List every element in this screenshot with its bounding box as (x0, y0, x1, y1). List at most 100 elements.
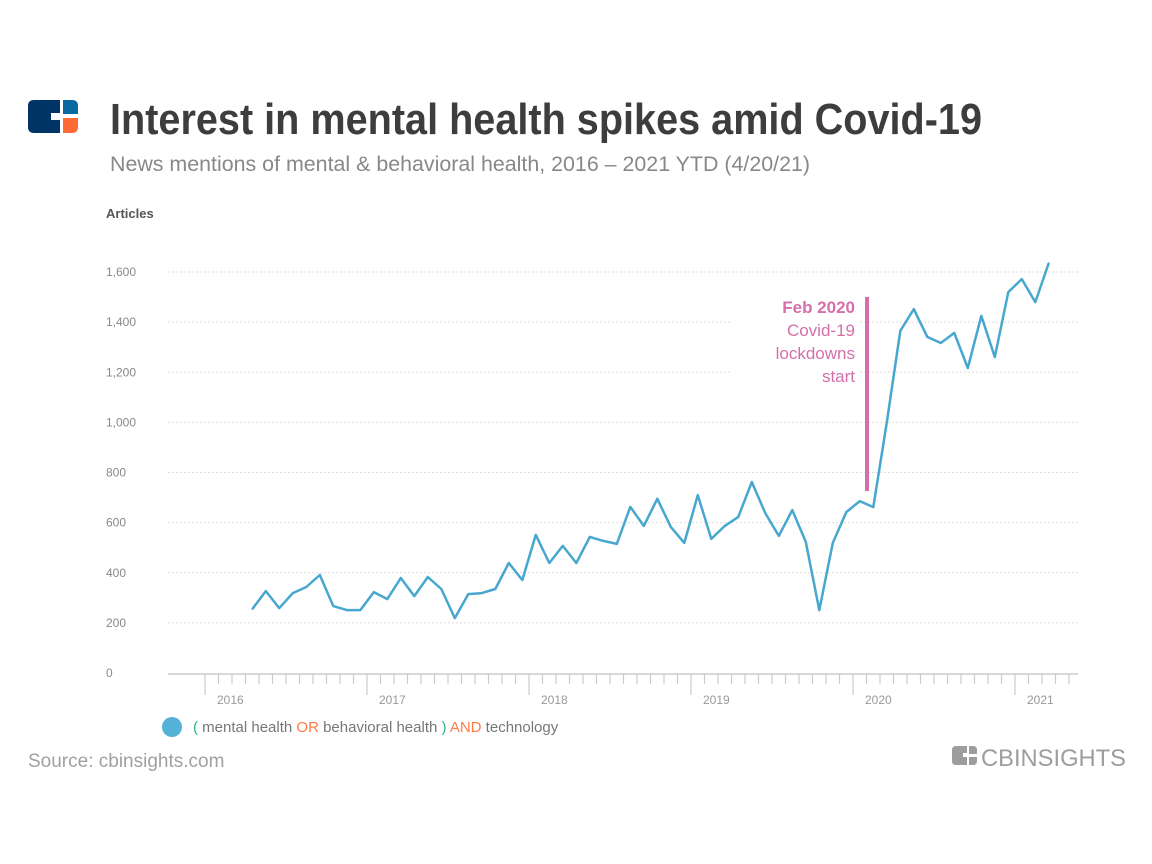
data-point-2016-08 (305, 586, 308, 588)
source-text: Source: cbinsights.com (28, 751, 224, 772)
annotation-feb-2020: Feb 2020 Covid-19 lockdowns start (730, 290, 869, 491)
data-point-2021-03 (1047, 262, 1050, 264)
data-point-2018-07 (615, 543, 618, 545)
data-point-2021-01 (1020, 278, 1023, 280)
chart-title: Interest in mental health spikes amid Co… (110, 95, 982, 144)
legend-paren-open: ( (193, 719, 198, 736)
legend-term-2: behavioral health (319, 719, 442, 736)
data-point-2019-10 (818, 609, 821, 611)
data-point-2017-12 (521, 579, 524, 581)
legend-paren-close: ) (442, 719, 447, 736)
data-point-2018-06 (602, 540, 605, 542)
data-point-2018-10 (656, 498, 659, 500)
data-point-2020-03 (885, 421, 888, 424)
data-point-2020-05 (912, 308, 915, 310)
data-point-2018-04 (575, 562, 578, 564)
data-point-2020-12 (1007, 291, 1010, 293)
legend-label[interactable]: ( mental health OR behavioral health ) A… (193, 719, 559, 736)
data-point-2018-01 (534, 534, 537, 536)
annotation-line-1: Covid-19 (787, 321, 855, 340)
y-tick-label: 0 (106, 666, 113, 680)
data-point-2017-09 (480, 592, 483, 594)
data-point-2016-04 (251, 608, 254, 610)
data-point-2020-04 (899, 330, 902, 332)
data-point-2017-03 (399, 577, 402, 579)
data-point-2018-12 (683, 542, 686, 544)
y-tick-label: 1,200 (106, 365, 136, 379)
x-tick-label: 2021 (1027, 693, 1054, 707)
data-point-2017-08 (467, 593, 470, 595)
legend-term-3: technology (482, 719, 559, 736)
y-tick-label: 1,400 (106, 315, 136, 329)
y-axis-ticks: 0 200 400 600 800 1,000 1,200 1,400 1,600 (106, 265, 136, 680)
x-tick-label: 2017 (379, 693, 406, 707)
x-tick-label: 2020 (865, 693, 892, 707)
data-point-2016-11 (345, 609, 348, 611)
cb-insights-mark-icon (952, 746, 977, 765)
y-tick-label: 400 (106, 566, 126, 580)
data-point-2020-11 (993, 356, 996, 358)
data-point-2019-05 (750, 481, 753, 483)
data-point-2016-07 (291, 592, 294, 594)
brand-wordmark: CBINSIGHTS (981, 745, 1126, 772)
data-point-2021-02 (1034, 301, 1037, 303)
data-point-2019-06 (764, 512, 767, 514)
data-point-2019-09 (804, 541, 807, 543)
data-point-2020-09 (966, 367, 969, 369)
annotation-line-3: start (822, 367, 855, 386)
y-axis-label: Articles (106, 206, 154, 221)
annotation-title: Feb 2020 (782, 298, 855, 317)
data-point-2018-02 (548, 562, 551, 564)
chart-subtitle: News mentions of mental & behavioral hea… (110, 153, 810, 176)
x-tick-label: 2016 (217, 693, 244, 707)
data-point-2016-12 (359, 609, 362, 611)
data-point-2016-10 (332, 605, 335, 607)
data-point-2016-05 (264, 590, 267, 592)
data-point-2018-11 (669, 526, 672, 528)
data-point-2017-05 (426, 576, 429, 578)
x-tick-label: 2019 (703, 693, 730, 707)
data-point-2016-06 (278, 607, 281, 609)
y-tick-label: 800 (106, 466, 126, 480)
data-point-2019-02 (710, 538, 713, 540)
annotation-line-2: lockdowns (776, 344, 855, 363)
legend[interactable]: ( mental health OR behavioral health ) A… (162, 717, 559, 737)
data-point-2017-02 (386, 598, 389, 600)
data-point-2017-06 (440, 588, 443, 590)
data-point-2020-06 (926, 336, 929, 338)
data-point-2019-04 (737, 516, 740, 518)
data-point-2018-08 (629, 506, 632, 508)
y-tick-label: 1,000 (106, 415, 136, 429)
series-line (251, 262, 1050, 620)
data-points (251, 262, 1050, 619)
gridlines (168, 271, 1078, 624)
data-point-2017-11 (507, 562, 510, 564)
y-tick-label: 200 (106, 616, 126, 630)
cb-insights-logo: CBINSIGHTS (952, 745, 1126, 772)
legend-marker[interactable] (162, 717, 182, 737)
data-point-2020-02 (872, 506, 875, 508)
data-point-2019-01 (696, 494, 699, 496)
legend-operator-and: AND (447, 719, 482, 736)
data-point-2017-07 (453, 617, 456, 619)
cb-insights-mark-icon (28, 100, 78, 133)
data-point-2020-08 (953, 332, 956, 334)
data-point-2018-05 (588, 536, 591, 538)
y-tick-label: 600 (106, 516, 126, 530)
data-point-2020-10 (980, 315, 983, 317)
data-point-2019-08 (791, 509, 794, 511)
y-tick-label: 1,600 (106, 265, 136, 279)
data-point-2019-11 (831, 542, 834, 544)
data-point-2017-01 (372, 591, 375, 593)
legend-term-1: mental health (198, 719, 296, 736)
data-point-2018-09 (642, 525, 645, 527)
data-point-2017-04 (413, 595, 416, 597)
data-point-2019-07 (777, 535, 780, 537)
x-axis: 2016 2017 2018 2019 2020 2021 (168, 673, 1078, 707)
data-point-2016-09 (318, 574, 321, 576)
x-tick-label: 2018 (541, 693, 568, 707)
data-point-2020-07 (939, 342, 942, 344)
data-point-2018-03 (561, 545, 564, 547)
data-point-2020-01 (858, 500, 861, 502)
